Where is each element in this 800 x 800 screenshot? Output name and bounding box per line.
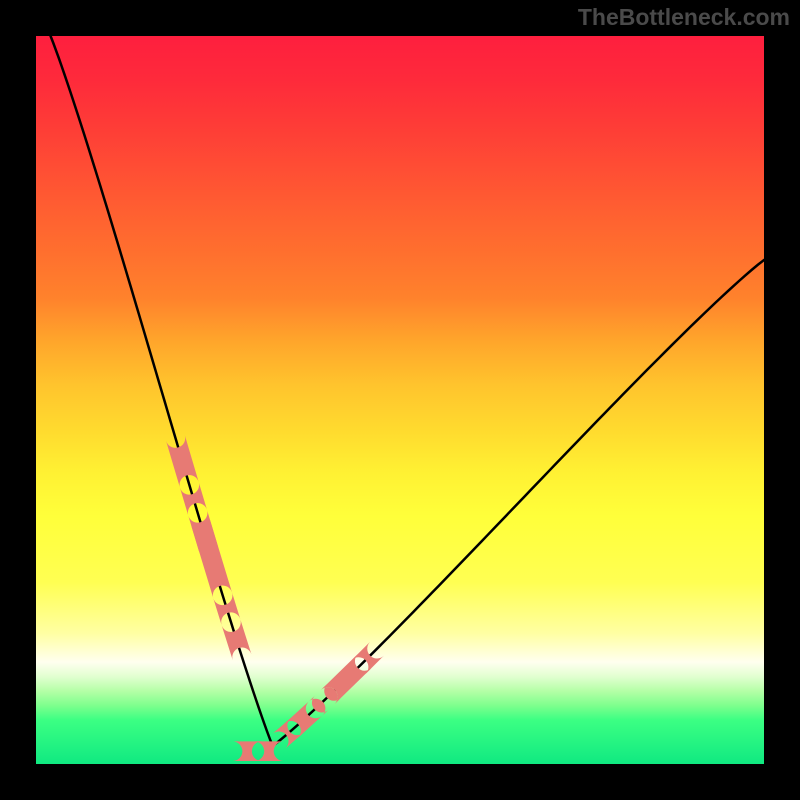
chart-svg — [0, 0, 800, 800]
chart-container: TheBottleneck.com — [0, 0, 800, 800]
watermark-text: TheBottleneck.com — [578, 4, 790, 31]
